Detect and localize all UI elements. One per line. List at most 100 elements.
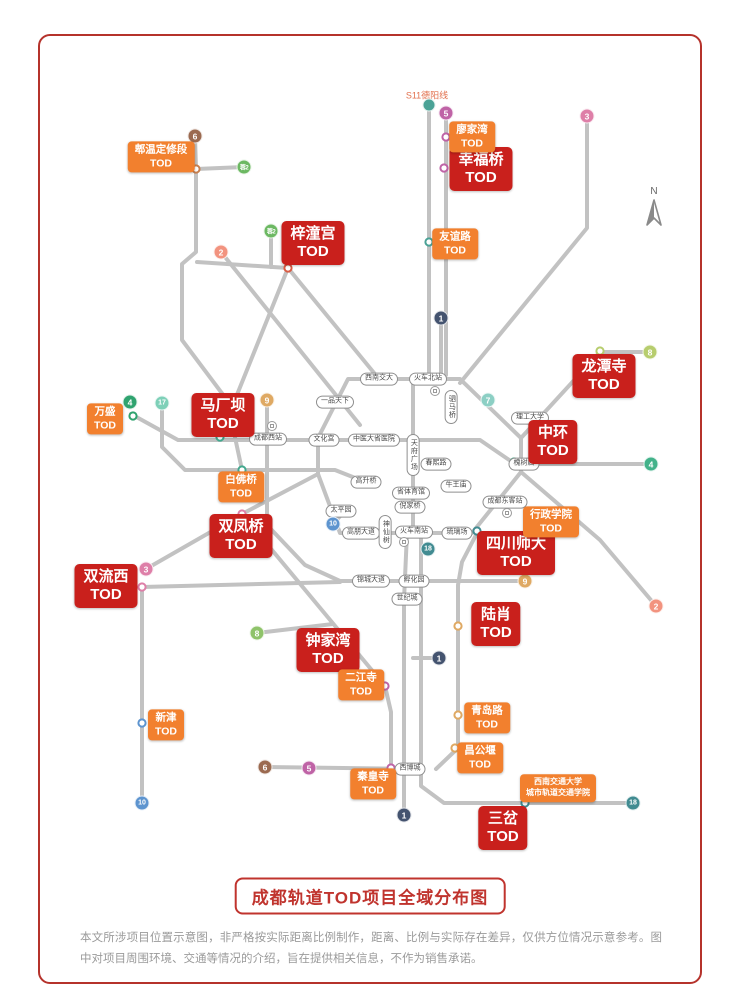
line-terminus-badge: 6 [187,128,203,144]
station-pill: 世纪城 [391,592,423,606]
tod-project-label: 幸福桥 TOD [449,147,513,191]
line-terminus-badge: 9 [517,573,533,589]
tod-project-label-line: TOD [350,685,372,697]
line-terminus-badge: 3 [138,561,154,577]
tod-project-label: 四川师大 TOD [476,531,556,575]
railway-icon-core [402,540,406,544]
tod-project-label: 秦皇寺 TOD [350,768,396,800]
project-station-dot [453,621,463,631]
north-arrow: N [641,186,667,230]
line-terminus-badge: 10 [325,516,341,532]
tod-project-label-line: 钟家湾 [305,632,351,649]
line-terminus-badge: 3 [579,108,595,124]
station-pill: 牛王庙 [440,479,472,493]
tod-project-label-line: 三岔 [487,810,518,827]
tod-project-label-line: 青岛路 [471,704,503,717]
station-pill: 成都西站 [249,432,287,446]
line-terminus-badge: 18 [625,795,641,811]
line-terminus-badge: 1 [433,310,449,326]
tod-project-label-line: TOD [500,553,532,570]
tod-project-label: 郫温定修段 TOD [127,141,195,173]
tod-project-label: 廖家湾 TOD [449,121,495,153]
metro-line-line8-southwest [255,622,335,635]
station-pill: 春熙路 [420,457,452,471]
metro-line-line18-east [419,767,635,805]
tod-project-label-line: 二江寺 [345,671,377,684]
line-terminus-badge: 7 [480,392,496,408]
line-terminus-badge: 4 [643,456,659,472]
tod-project-label-line: TOD [469,758,491,770]
tod-project-label-line: 马厂坝 [200,397,246,414]
tod-project-label-line: 万盛 [94,405,116,418]
tod-project-label: 梓潼宫 TOD [281,221,345,265]
tod-project-label-line: 梓潼宫 [290,225,336,242]
station-pill: 孵化园 [398,574,430,588]
station-pill: 西南交大 [360,372,398,386]
tod-project-label-line: TOD [476,718,498,730]
north-label: N [650,186,658,197]
tod-project-label-line: 友谊路 [439,230,471,243]
line-terminus-badge: 蓉2 [263,223,279,239]
tod-project-label-line: TOD [297,243,329,260]
metro-line-zitonggong-line [195,260,381,381]
tod-project-label-line: 陆肖 [480,606,511,623]
tod-project-label: 马厂坝 TOD [191,393,255,437]
station-pill: 驷马桥 [444,390,458,424]
tod-project-label-line: 秦皇寺 [357,770,389,783]
railway-icon-core [433,389,437,393]
station-pill: 一品天下 [316,395,354,409]
tod-project-label-line: 白佛桥 [225,473,257,486]
line-terminus-badge: 17 [154,395,170,411]
project-station-dot [439,163,449,173]
railway-station-icon [430,386,440,396]
station-pill: 火车南站 [395,525,433,539]
compass-icon [646,199,662,226]
line-terminus-badge: 10 [134,795,150,811]
tod-project-label-line: TOD [537,442,569,459]
tod-project-label-line: TOD [155,725,177,737]
line-terminus-badge: 18 [420,541,436,557]
line-terminus-badge: 4 [122,394,138,410]
tod-project-label-line: 郫温定修段 [134,143,188,156]
metro-line-tram-rong2-a [194,165,246,171]
tod-project-label: 中环 TOD [528,420,578,464]
railway-station-icon [502,508,512,518]
tod-project-label-line: TOD [540,522,562,534]
station-pill: 琉璃场 [441,526,473,540]
tod-project-label: 行政学院 TOD [523,506,579,538]
s11-line-label: S11德阳线 [405,90,449,101]
station-pill: 西博城 [394,762,426,776]
station-pill: 倪家桥 [394,500,426,514]
railway-station-icon [399,537,409,547]
metro-line-line6-east [434,531,479,771]
station-pill: 成都东客站 [482,495,528,509]
project-station-dot [128,411,138,421]
tod-project-label: 三岔 TOD [478,806,528,850]
station-pill: 省体育馆 [392,486,430,500]
tod-project-label-line: TOD [150,157,172,169]
project-station-dot [283,263,293,273]
tod-project-label-line: 中环 [537,424,568,441]
railway-station-icon [267,421,277,431]
line-terminus-badge: 2 [213,244,229,260]
tod-project-label: 双流西 TOD [74,564,138,608]
tod-project-label-line: 双凤桥 [218,518,264,535]
tod-project-label-line: 龙潭寺 [581,358,627,375]
station-pill: 高升桥 [350,475,382,489]
project-station-dot [137,582,147,592]
tod-project-label: 新津 TOD [148,709,184,741]
tod-project-label: 友谊路 TOD [432,228,478,260]
disclaimer-text: 本文所涉项目位置示意图，非严格按实际距离比例制作，距离、比例与实际存在差异，仅供… [80,932,662,966]
line-terminus-badge: 9 [259,392,275,408]
metro-line-line10-horizontal [140,580,342,589]
metro-line-line2-east [519,470,658,608]
line-terminus-badge: 6 [257,759,273,775]
tod-project-label-line: 西南交通大学 [534,777,582,787]
page-border [38,34,702,984]
tod-project-label-line: TOD [461,137,483,149]
metro-line-line3-northeast [458,114,589,385]
tod-project-label: 钟家湾 TOD [296,628,360,672]
tod-project-label: 万盛 TOD [87,403,123,435]
